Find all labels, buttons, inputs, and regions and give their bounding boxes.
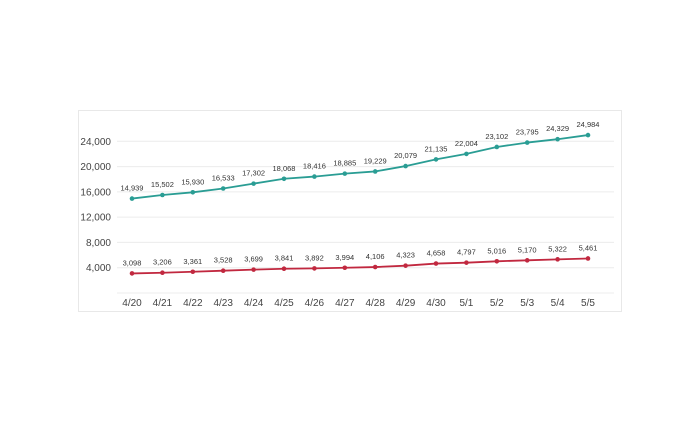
y-tick-label: 8,000 xyxy=(86,238,111,249)
x-tick-label: 4/29 xyxy=(396,298,416,309)
data-point xyxy=(160,192,165,198)
data-point xyxy=(494,144,500,150)
data-point xyxy=(433,157,439,162)
data-point xyxy=(251,181,256,186)
data-label: 22,004 xyxy=(455,139,478,148)
data-point xyxy=(555,136,560,142)
data-point xyxy=(464,260,469,265)
data-label: 3,361 xyxy=(183,257,202,266)
data-point xyxy=(464,151,469,157)
data-point xyxy=(342,265,348,271)
x-tick-label: 5/1 xyxy=(459,298,473,309)
x-tick-label: 4/24 xyxy=(244,298,264,309)
data-label: 18,416 xyxy=(303,162,326,171)
data-label: 18,885 xyxy=(333,159,356,168)
y-tick-label: 20,000 xyxy=(80,162,111,173)
x-tick-label: 4/23 xyxy=(213,298,233,309)
series-line-2 xyxy=(131,257,589,275)
data-label: 23,102 xyxy=(485,132,508,141)
data-label: 5,322 xyxy=(548,244,567,253)
data-label: 24,984 xyxy=(577,120,600,129)
data-point xyxy=(403,263,408,268)
data-point xyxy=(251,267,256,272)
data-point xyxy=(281,176,287,182)
data-point xyxy=(129,271,135,276)
data-label: 18,068 xyxy=(273,164,296,173)
y-tick-label: 12,000 xyxy=(80,213,111,224)
data-label: 5,461 xyxy=(579,243,598,252)
data-label: 4,106 xyxy=(366,252,385,261)
data-label: 3,206 xyxy=(153,258,172,267)
data-label: 4,658 xyxy=(427,249,446,258)
y-tick-label: 4,000 xyxy=(86,263,111,274)
data-label: 4,797 xyxy=(457,248,476,257)
data-point xyxy=(372,264,378,270)
series-line-1 xyxy=(131,134,589,200)
x-tick-label: 4/27 xyxy=(335,298,355,309)
data-point xyxy=(494,258,500,264)
data-point xyxy=(524,140,530,145)
data-label: 19,229 xyxy=(364,156,387,165)
x-tick-label: 5/3 xyxy=(520,298,534,309)
data-label: 17,302 xyxy=(242,169,265,178)
data-point xyxy=(312,174,317,179)
data-label: 3,098 xyxy=(123,258,142,267)
data-label: 3,892 xyxy=(305,253,324,262)
x-tick-label: 4/25 xyxy=(274,298,294,309)
y-tick-label: 24,000 xyxy=(80,137,111,148)
data-point xyxy=(190,269,196,275)
y-axis: 4,000 8,000 12,000 16,000 20,000 24,000 xyxy=(80,137,111,274)
x-tick-label: 4/22 xyxy=(183,298,203,309)
x-tick-label: 5/2 xyxy=(490,298,504,309)
data-point xyxy=(585,132,591,138)
data-label: 3,841 xyxy=(275,254,294,263)
data-point xyxy=(220,268,226,273)
data-label: 5,170 xyxy=(518,245,537,254)
data-label: 23,795 xyxy=(516,128,539,137)
data-point xyxy=(190,189,196,195)
data-point xyxy=(585,256,591,261)
data-label: 15,930 xyxy=(181,177,204,186)
data-label: 5,016 xyxy=(487,246,506,255)
data-label: 24,329 xyxy=(546,124,569,133)
chart-card: 4,000 8,000 12,000 16,000 20,000 24,000 4/20 4… xyxy=(78,110,622,312)
data-labels: 14,939 15,502 15,930 16,533 17,302 18,068 18,4… xyxy=(121,120,600,267)
data-label: 16,533 xyxy=(212,173,235,182)
x-tick-label: 4/21 xyxy=(153,298,173,309)
data-label: 4,323 xyxy=(396,251,415,260)
data-label: 15,502 xyxy=(151,180,174,189)
data-point xyxy=(220,186,226,191)
data-point xyxy=(372,169,378,174)
data-point xyxy=(160,270,165,276)
data-label: 14,939 xyxy=(121,184,144,193)
x-tick-label: 4/30 xyxy=(426,298,446,309)
data-label: 3,994 xyxy=(335,253,354,262)
x-tick-label: 4/26 xyxy=(305,298,325,309)
x-tick-label: 4/28 xyxy=(365,298,385,309)
y-tick-label: 16,000 xyxy=(80,187,111,198)
data-label: 20,079 xyxy=(394,151,417,160)
data-label: 3,528 xyxy=(214,256,233,265)
data-point xyxy=(342,171,348,176)
data-point xyxy=(524,258,530,263)
series xyxy=(129,132,591,276)
data-point xyxy=(403,163,408,169)
data-label: 3,699 xyxy=(244,255,263,264)
x-tick-label: 5/4 xyxy=(551,298,565,309)
data-point xyxy=(312,266,317,271)
data-point xyxy=(129,196,135,201)
x-axis: 4/20 4/21 4/22 4/23 4/24 4/25 4/26 4/27 4/28 4/29… xyxy=(122,298,595,309)
x-tick-label: 4/20 xyxy=(122,298,142,309)
x-tick-label: 5/5 xyxy=(581,298,595,309)
data-label: 21,135 xyxy=(425,144,448,153)
data-point xyxy=(433,261,439,266)
data-point xyxy=(555,257,560,262)
data-point xyxy=(281,266,287,272)
